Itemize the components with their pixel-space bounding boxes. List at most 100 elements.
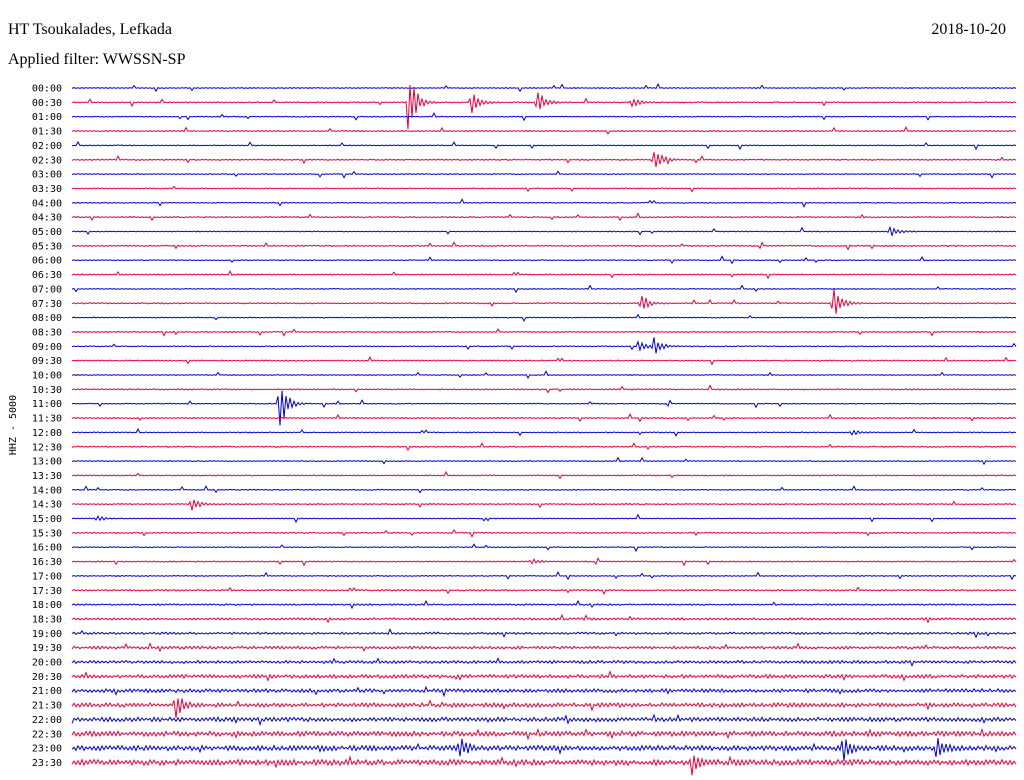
row-label: 21:30: [32, 701, 62, 712]
trace-line: [71, 698, 1017, 718]
trace-line: [71, 126, 1017, 135]
trace-line: [71, 112, 1017, 122]
row-label: 15:00: [32, 514, 62, 525]
row-label: 20:00: [32, 658, 62, 669]
row-label: 10:30: [32, 385, 62, 396]
row-label: 03:00: [32, 170, 62, 181]
trace-line: [71, 84, 1017, 130]
row-label: 20:30: [32, 672, 62, 683]
row-label-group: 00:00 00:30 01:00 01:30 02:00 02:30 03:00 03:30…: [32, 84, 62, 769]
trace-line: [71, 313, 1017, 322]
row-label: 17:00: [32, 571, 62, 582]
row-label: 13:00: [32, 457, 62, 468]
trace-line: [71, 738, 1017, 762]
trace-line: [71, 198, 1017, 208]
trace-line: [71, 670, 1017, 682]
row-label: 15:30: [32, 528, 62, 539]
trace-line: [71, 456, 1017, 466]
row-label: 16:30: [32, 557, 62, 568]
row-label: 07:30: [32, 299, 62, 310]
trace-line: [71, 570, 1017, 581]
row-label: 12:00: [32, 428, 62, 439]
row-label: 23:00: [32, 744, 62, 755]
trace-line: [71, 613, 1017, 624]
row-label: 06:00: [32, 256, 62, 267]
trace-line: [71, 528, 1017, 538]
trace-line: [71, 413, 1017, 423]
row-label: 03:30: [32, 184, 62, 195]
row-label: 19:30: [32, 643, 62, 654]
row-label: 04:00: [32, 198, 62, 209]
row-label: 11:00: [32, 399, 62, 410]
trace-line: [71, 685, 1017, 698]
trace-line: [71, 390, 1017, 426]
row-label: 18:30: [32, 614, 62, 625]
trace-line: [71, 185, 1017, 193]
trace-line: [71, 485, 1017, 494]
trace-line: [71, 152, 1017, 168]
row-label: 08:00: [32, 313, 62, 324]
row-label: 21:00: [32, 686, 62, 697]
trace-line: [71, 727, 1017, 741]
row-label: 06:30: [32, 270, 62, 281]
channel-label: HHZ - 5000: [8, 395, 19, 455]
trace-group: [71, 82, 1017, 776]
trace-line: [71, 586, 1017, 596]
trace-line: [71, 384, 1017, 394]
row-label: 14:00: [32, 485, 62, 496]
trace-line: [71, 442, 1017, 452]
trace-line: [71, 270, 1017, 280]
trace-line: [71, 499, 1017, 511]
filter-label: Applied filter: WWSSN-SP: [8, 51, 186, 68]
row-label: 02:00: [32, 141, 62, 152]
trace-line: [71, 337, 1017, 354]
row-label: 01:30: [32, 127, 62, 138]
trace-line: [71, 755, 1017, 776]
row-label: 22:30: [32, 729, 62, 740]
row-label: 13:30: [32, 471, 62, 482]
trace-line: [71, 513, 1017, 524]
trace-line: [71, 82, 1017, 93]
trace-line: [71, 212, 1017, 222]
row-label: 09:00: [32, 342, 62, 353]
trace-line: [71, 428, 1017, 437]
trace-line: [71, 557, 1017, 567]
row-label: 07:00: [32, 284, 62, 295]
row-label: 01:00: [32, 112, 62, 123]
row-label: 02:30: [32, 155, 62, 166]
row-label: 14:30: [32, 500, 62, 511]
trace-line: [71, 255, 1017, 265]
row-label: 00:00: [32, 84, 62, 95]
trace-line: [71, 470, 1017, 480]
trace-line: [71, 628, 1017, 639]
row-label: 09:30: [32, 356, 62, 367]
row-label: 19:00: [32, 629, 62, 640]
row-label: 17:30: [32, 586, 62, 597]
trace-line: [71, 370, 1017, 379]
trace-line: [71, 170, 1017, 179]
trace-line: [71, 713, 1017, 727]
trace-line: [71, 642, 1017, 653]
row-label: 05:00: [32, 227, 62, 238]
trace-line: [71, 599, 1017, 610]
row-label: 00:30: [32, 98, 62, 109]
trace-line: [71, 225, 1017, 236]
row-label: 05:30: [32, 241, 62, 252]
trace-line: [71, 284, 1017, 294]
row-label: 10:00: [32, 371, 62, 382]
date-label: 2018-10-20: [931, 21, 1006, 38]
row-label: 04:30: [32, 213, 62, 224]
trace-line: [71, 140, 1017, 151]
trace-line: [71, 657, 1017, 667]
row-label: 12:30: [32, 442, 62, 453]
trace-line: [71, 289, 1017, 314]
row-label: 11:30: [32, 414, 62, 425]
row-label: 08:30: [32, 327, 62, 338]
trace-line: [71, 328, 1017, 337]
trace-line: [71, 355, 1017, 366]
trace-line: [71, 241, 1017, 251]
trace-line: [71, 543, 1017, 553]
row-label: 22:00: [32, 715, 62, 726]
row-label: 23:30: [32, 758, 62, 769]
